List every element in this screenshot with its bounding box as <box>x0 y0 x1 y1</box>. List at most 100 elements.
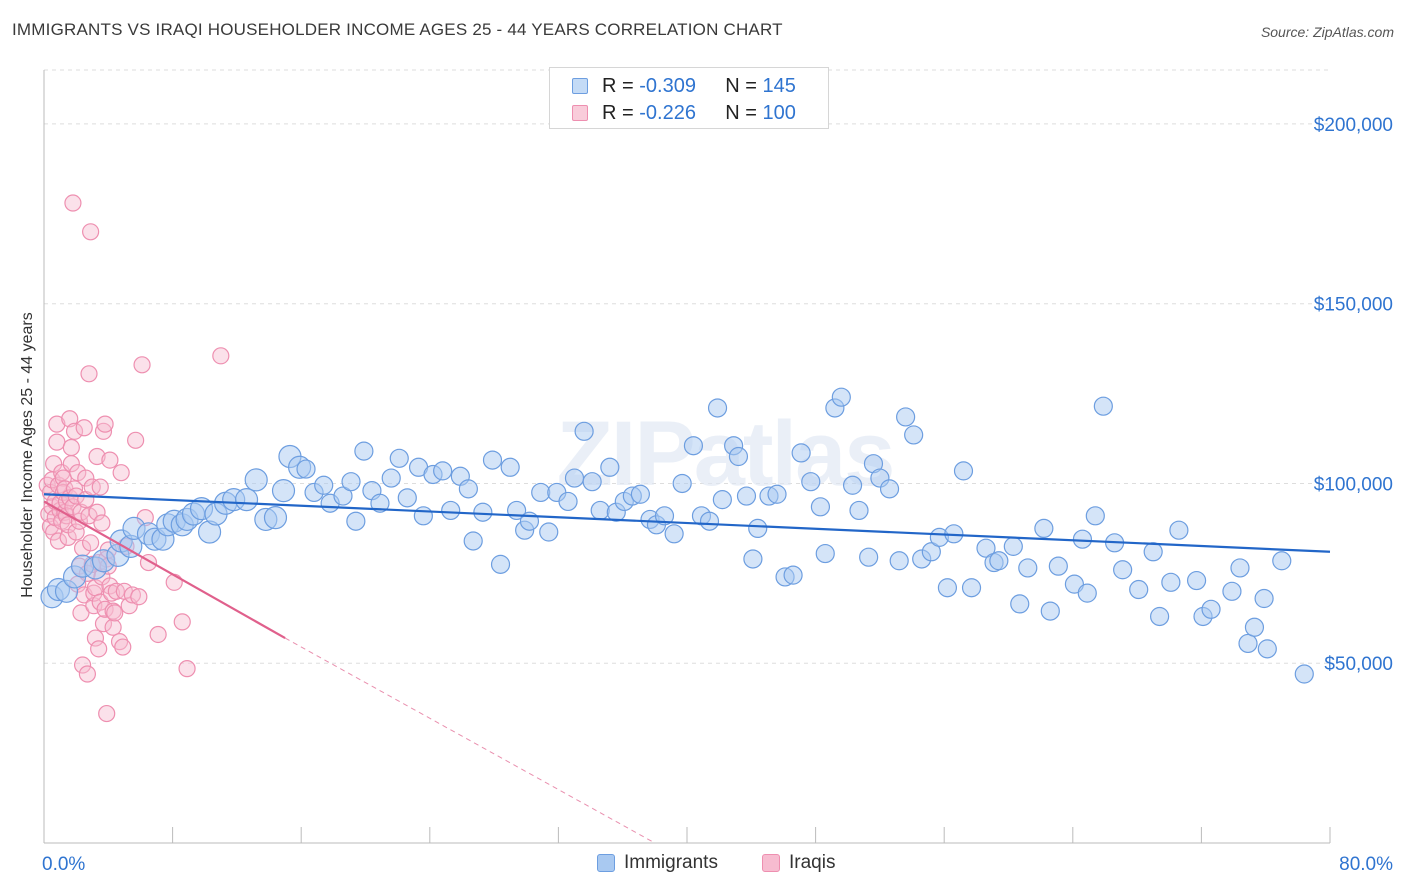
immigrants-point <box>801 472 821 492</box>
immigrants-point <box>976 538 996 558</box>
immigrants-point <box>672 473 692 494</box>
immigrants-points <box>40 387 1314 684</box>
iraqis-point <box>77 469 95 487</box>
iraqis-point <box>73 656 92 674</box>
immigrants-point <box>896 407 916 427</box>
n-value: 100 <box>762 101 796 124</box>
immigrants-point <box>937 578 958 598</box>
immigrants-point <box>921 542 941 562</box>
iraqis-point <box>82 223 100 241</box>
immigrants-point <box>736 486 757 506</box>
immigrants-point <box>1161 572 1181 592</box>
iraqis-point <box>61 410 79 428</box>
iraqis-point <box>91 478 109 496</box>
immigrants-point <box>1201 599 1221 619</box>
immigrants-point <box>463 531 483 551</box>
immigrants-point <box>879 479 900 499</box>
iraqis-point <box>94 422 113 440</box>
n-label: N = <box>725 101 757 124</box>
immigrants-point <box>271 479 296 503</box>
tick-labels: $50,000 $100,000 $150,000 $200,000 0.0% 80.0% <box>42 115 1393 875</box>
iraqis-point <box>88 503 106 521</box>
immigrants-point <box>1010 594 1030 614</box>
immigrants-point <box>1034 518 1054 539</box>
immigrants-point <box>1040 601 1060 621</box>
iraqis-point <box>98 704 116 723</box>
immigrants-point <box>1018 558 1038 578</box>
immigrants-point <box>748 518 768 539</box>
immigrants-point <box>1272 551 1292 571</box>
immigrants-point <box>654 506 675 526</box>
immigrants-point <box>564 468 585 488</box>
iraqis-point <box>93 514 111 532</box>
legend-label-iraqis: Iraqis <box>789 852 836 873</box>
immigrants-point <box>1169 520 1189 540</box>
iraqis-point <box>78 665 97 683</box>
iraqis-point <box>106 604 124 622</box>
immigrants-point <box>1238 633 1258 654</box>
immigrants-point <box>1085 506 1105 526</box>
immigrants-point <box>630 484 650 504</box>
immigrants-point <box>849 500 869 521</box>
iraqis-point <box>72 604 90 622</box>
immigrants-point <box>370 493 390 513</box>
immigrants-point <box>341 472 361 492</box>
y-tick-label: $200,000 <box>1314 115 1393 136</box>
immigrants-point <box>413 506 433 526</box>
immigrants-point <box>831 387 851 407</box>
immigrants-point <box>859 547 879 567</box>
immigrants-trend-line <box>43 493 1331 553</box>
immigrants-point <box>389 448 409 468</box>
stats-row-iraqis: R = -0.226 N = 100 <box>572 100 796 126</box>
legend-label-immigrants: Immigrants <box>624 852 718 873</box>
iraqis-point <box>62 438 80 457</box>
immigrants-point <box>1129 579 1149 600</box>
stats-legend: R = -0.309 N = 145 R = -0.226 N = 100 <box>549 67 829 129</box>
x-tick-label-min: 0.0% <box>42 854 85 875</box>
iraqis-point <box>62 455 80 473</box>
n-label: N = <box>725 74 757 97</box>
iraqis-point <box>178 660 196 678</box>
chart-title: IMMIGRANTS VS IRAQI HOUSEHOLDER INCOME A… <box>12 20 783 39</box>
iraqis-point <box>65 480 84 498</box>
immigrants-point <box>699 511 720 531</box>
iraqis-point <box>94 615 113 633</box>
immigrants-point <box>1003 536 1023 556</box>
iraqis-point <box>75 419 93 437</box>
iraqis-point <box>96 415 114 433</box>
iraqis-point <box>104 618 122 636</box>
iraqis-point <box>65 422 84 440</box>
grid-lines <box>44 69 1330 664</box>
y-tick-label: $50,000 <box>1324 654 1393 675</box>
watermark: ZIPatlas <box>557 403 894 505</box>
legend-item-immigrants[interactable]: Immigrants <box>597 852 718 874</box>
y-tick-label: $150,000 <box>1314 295 1393 316</box>
immigrants-point <box>333 486 353 506</box>
immigrants-point <box>600 457 620 477</box>
iraqis-trend-line <box>43 500 286 640</box>
immigrants-point <box>500 457 520 477</box>
immigrants-point <box>381 468 401 488</box>
iraqis-point <box>149 625 167 644</box>
iraqis-swatch <box>572 105 588 121</box>
immigrants-point <box>1048 556 1068 576</box>
trend-lines <box>43 493 1331 844</box>
immigrants-point <box>783 565 803 585</box>
iraqis-point <box>112 464 130 482</box>
iraqis-point <box>49 532 68 550</box>
iraqis-point <box>82 534 100 552</box>
iraqis-point <box>90 640 108 658</box>
iraqis-point <box>80 365 98 383</box>
immigrants-point <box>296 459 316 479</box>
immigrants-point <box>433 461 453 481</box>
immigrants-point <box>1257 639 1277 659</box>
immigrants-point <box>590 500 610 521</box>
iraqis-point <box>212 347 230 365</box>
immigrants-point <box>473 502 493 522</box>
immigrants-point <box>397 488 417 508</box>
immigrants-point <box>728 446 749 467</box>
immigrants-point <box>574 421 594 441</box>
immigrants-swatch <box>572 78 588 94</box>
n-value: 145 <box>762 74 796 97</box>
legend-item-iraqis[interactable]: Iraqis <box>762 852 835 874</box>
